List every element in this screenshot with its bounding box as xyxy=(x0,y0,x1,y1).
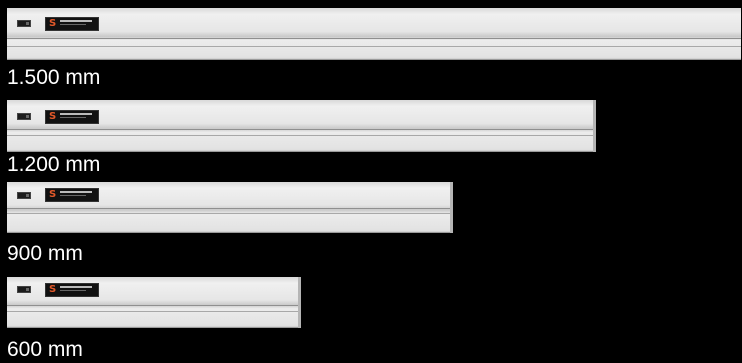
switch-icon xyxy=(17,113,31,120)
light-bar-900: S xyxy=(7,182,453,233)
brand-wordmark xyxy=(60,113,92,115)
brand-logo-icon: S xyxy=(49,189,57,200)
brand-badge: S xyxy=(45,188,99,202)
size-label-1500: 1.500 mm xyxy=(7,66,101,89)
bar-groove xyxy=(7,135,596,136)
brand-badge: S xyxy=(45,283,99,297)
switch-icon xyxy=(17,20,31,27)
switch-icon xyxy=(17,192,31,199)
bar-groove xyxy=(7,129,596,130)
bar-groove xyxy=(7,38,741,39)
switch-icon xyxy=(17,286,31,293)
brand-logo-icon: S xyxy=(49,284,57,295)
bar-groove xyxy=(7,208,453,209)
brand-subline xyxy=(60,290,86,291)
bar-groove xyxy=(7,305,301,306)
brand-wordmark xyxy=(60,191,92,193)
bar-groove xyxy=(7,46,741,47)
brand-badge: S xyxy=(45,17,99,31)
brand-subline xyxy=(60,117,86,118)
brand-badge: S xyxy=(45,110,99,124)
bar-endcap xyxy=(450,182,453,233)
size-label-600: 600 mm xyxy=(7,338,83,361)
light-bar-1500: S xyxy=(7,8,741,60)
brand-subline xyxy=(60,195,86,196)
light-bar-600: S xyxy=(7,277,301,328)
brand-wordmark xyxy=(60,20,92,22)
bar-groove xyxy=(7,213,453,214)
size-label-1200: 1.200 mm xyxy=(7,153,101,176)
bar-endcap xyxy=(298,277,301,328)
brand-subline xyxy=(60,24,86,25)
bar-groove xyxy=(7,311,301,312)
brand-logo-icon: S xyxy=(49,18,57,29)
brand-logo-icon: S xyxy=(49,111,57,122)
brand-wordmark xyxy=(60,286,92,288)
size-label-900: 900 mm xyxy=(7,242,83,265)
bar-endcap xyxy=(593,100,596,152)
light-bar-1200: S xyxy=(7,100,596,152)
